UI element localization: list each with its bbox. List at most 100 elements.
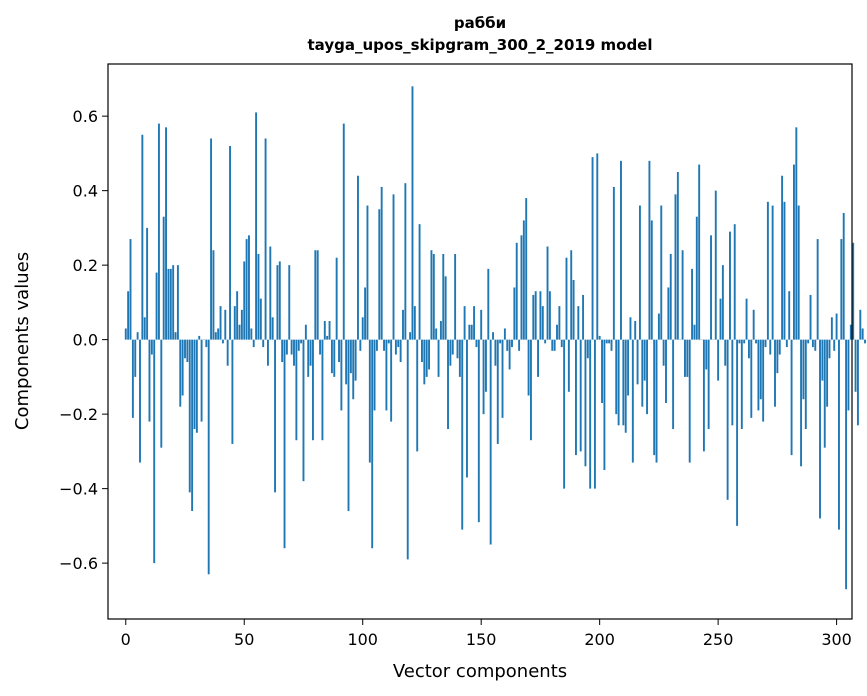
bar-224: [655, 339, 658, 463]
bar-18: [167, 268, 170, 340]
bar-127: [425, 339, 428, 377]
bar-302: [840, 239, 843, 340]
bar-256: [731, 339, 734, 426]
bar-160: [503, 328, 506, 340]
bar-297: [828, 339, 831, 359]
bar-112: [390, 339, 393, 422]
bar-301: [838, 339, 840, 530]
y-tick-label: −0.2: [59, 405, 98, 424]
bar-247: [710, 235, 712, 340]
bar-130: [432, 253, 435, 340]
bar-153: [487, 268, 490, 340]
bar-281: [790, 339, 793, 456]
bar-66: [281, 339, 284, 362]
bar-202: [603, 339, 606, 471]
bar-1: [127, 291, 130, 340]
bar-106: [375, 339, 378, 351]
bar-266: [755, 339, 757, 344]
bar-210: [622, 339, 625, 426]
x-tick-label: 300: [821, 630, 852, 649]
bar-38: [214, 332, 217, 340]
bar-19: [169, 268, 172, 340]
bar-262: [745, 298, 748, 340]
bar-69: [288, 265, 291, 340]
bar-139: [454, 253, 457, 340]
bar-141: [458, 339, 461, 377]
bar-199: [596, 153, 599, 340]
bar-259: [738, 339, 741, 344]
bar-101: [364, 287, 367, 340]
bar-154: [489, 339, 492, 545]
bar-175: [539, 291, 542, 340]
bar-172: [532, 294, 535, 340]
bar-95: [349, 339, 352, 374]
bar-182: [556, 324, 558, 340]
bar-204: [608, 339, 611, 344]
bar-174: [537, 339, 539, 377]
y-tick-label: 0.0: [73, 331, 98, 350]
bar-104: [371, 339, 374, 549]
bar-179: [548, 291, 551, 340]
y-tick-label: 0.2: [73, 256, 98, 275]
bar-124: [418, 224, 421, 340]
bar-218: [641, 339, 644, 407]
bar-231: [672, 339, 675, 430]
bar-158: [499, 339, 502, 344]
bar-181: [553, 339, 556, 351]
bar-223: [653, 339, 656, 456]
bar-147: [473, 306, 476, 340]
bar-312: [864, 339, 866, 344]
bar-269: [762, 339, 765, 422]
bar-180: [551, 339, 554, 351]
bar-125: [421, 339, 423, 362]
bar-308: [854, 339, 857, 392]
bar-189: [572, 280, 575, 340]
bar-225: [657, 313, 660, 340]
bar-241: [695, 216, 698, 340]
bar-183: [558, 306, 561, 340]
bar-144: [466, 339, 468, 478]
bar-233: [676, 172, 679, 340]
bar-24: [181, 339, 184, 396]
bar-97: [354, 339, 357, 381]
bar-140: [456, 339, 459, 359]
bar-64: [276, 265, 279, 340]
bar-15: [160, 339, 163, 448]
bar-43: [226, 339, 229, 366]
bar-222: [650, 220, 653, 340]
bar-229: [667, 287, 670, 340]
bar-110: [385, 339, 388, 411]
y-axis-ticks: −0.6 −0.4 −0.2 0.0 0.2 0.4 0.6: [59, 107, 108, 573]
bar-212: [627, 339, 630, 396]
bar-282: [793, 164, 795, 340]
bar-293: [819, 339, 821, 519]
bars-group: [124, 86, 866, 590]
bar-170: [527, 339, 530, 396]
bar-39: [217, 328, 220, 340]
bar-260: [740, 339, 743, 430]
bar-113: [392, 194, 395, 340]
x-tick-label: 0: [121, 630, 131, 649]
bar-102: [366, 205, 369, 340]
bar-278: [783, 201, 786, 340]
bar-194: [584, 339, 587, 467]
bar-134: [442, 253, 445, 340]
bar-205: [610, 339, 613, 351]
bar-98: [357, 175, 359, 340]
bar-214: [631, 339, 634, 463]
bar-203: [605, 339, 608, 344]
bar-178: [546, 246, 549, 340]
bar-119: [406, 339, 409, 560]
bar-143: [463, 306, 466, 340]
bar-159: [501, 339, 504, 418]
bar-75: [302, 339, 305, 482]
y-tick-label: 0.6: [73, 107, 98, 126]
bar-232: [674, 194, 677, 340]
bar-57: [259, 298, 262, 340]
bar-0: [124, 328, 127, 340]
bar-103: [368, 339, 371, 463]
bar-309: [856, 339, 859, 426]
bar-37: [212, 250, 215, 340]
bar-79: [312, 339, 314, 441]
bar-288: [807, 339, 810, 344]
